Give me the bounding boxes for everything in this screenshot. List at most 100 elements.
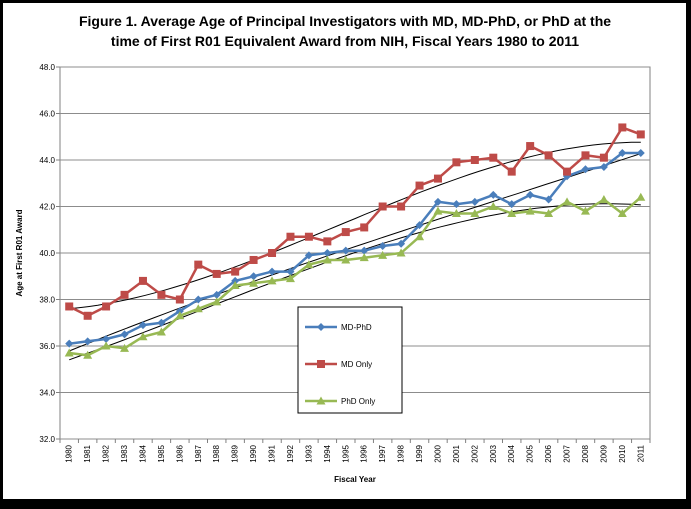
data-point-phd-only: [341, 255, 351, 264]
series-phd-only: [64, 192, 646, 359]
x-tick-label: 2005: [526, 444, 535, 462]
data-point-md-only: [636, 130, 645, 139]
trendline: [69, 203, 641, 361]
data-point-phd-only: [101, 341, 111, 350]
data-point-md-only: [286, 232, 295, 241]
data-point-phd-only: [64, 348, 74, 357]
data-point-md-only: [65, 302, 74, 311]
data-point-md-only: [581, 151, 590, 160]
legend-item-md-only: MD Only: [305, 360, 372, 369]
data-point-md-phd: [65, 339, 74, 348]
chart-title-line-2: time of First R01 Equivalent Award from …: [111, 33, 579, 49]
x-tick-label: 2011: [636, 444, 645, 462]
data-point-md-phd: [360, 246, 369, 255]
data-point-md-only: [618, 123, 627, 132]
x-tick-label: 1983: [120, 444, 129, 462]
data-point-phd-only: [451, 208, 461, 217]
y-tick-label: 44.0: [39, 156, 55, 165]
data-point-md-only: [341, 228, 350, 237]
data-point-phd-only: [580, 206, 590, 215]
data-point-md-phd: [249, 272, 258, 281]
x-tick-label: 2002: [470, 444, 479, 462]
data-point-md-phd: [581, 165, 590, 174]
x-tick-label: 2007: [563, 444, 572, 462]
legend-label: MD Only: [341, 360, 372, 369]
y-tick-label: 40.0: [39, 249, 55, 258]
data-point-phd-only: [304, 260, 314, 269]
data-point-md-only: [470, 156, 479, 164]
data-point-phd-only: [415, 232, 425, 241]
data-point-phd-only: [562, 197, 572, 206]
data-point-md-only: [212, 269, 221, 278]
x-tick-label: 2010: [618, 444, 627, 462]
data-point-md-phd: [138, 321, 147, 330]
data-point-md-only: [83, 311, 92, 320]
x-tick-label: 1982: [102, 444, 111, 462]
data-point-phd-only: [83, 350, 93, 359]
data-point-phd-only: [138, 332, 148, 341]
data-point-md-only: [397, 202, 406, 211]
data-point-phd-only: [249, 278, 259, 287]
x-tick-label: 1987: [194, 444, 203, 462]
legend-swatch-marker: [317, 360, 325, 368]
data-point-md-phd: [489, 190, 498, 199]
data-point-phd-only: [267, 276, 277, 285]
data-series: [64, 123, 646, 359]
data-point-md-phd: [599, 162, 608, 171]
data-point-md-only: [231, 267, 240, 276]
y-tick-label: 34.0: [39, 389, 55, 398]
y-axis-title: Age at First R01 Award: [15, 209, 24, 296]
x-tick-label: 1985: [157, 444, 166, 462]
x-tick-label: 1988: [212, 444, 221, 462]
data-point-md-only: [526, 142, 535, 151]
data-point-md-phd: [286, 267, 295, 276]
data-point-md-phd: [526, 190, 535, 199]
data-point-md-phd: [268, 267, 277, 276]
x-tick-label: 1981: [83, 444, 92, 462]
x-axis-tick-labels: 1980 1981 1982 1983 1984 1985 1986 1987 1988 1989…: [59, 439, 651, 463]
x-tick-label: 2009: [599, 444, 608, 462]
data-point-md-phd: [157, 318, 166, 327]
data-point-md-phd: [507, 200, 516, 209]
data-point-md-only: [599, 153, 608, 162]
x-tick-label: 1990: [249, 444, 258, 462]
data-point-md-only: [249, 255, 258, 264]
data-point-md-only: [378, 202, 387, 211]
x-tick-label: 2004: [507, 444, 516, 462]
data-point-phd-only: [193, 304, 203, 313]
data-point-md-phd: [323, 249, 332, 257]
data-point-md-only: [102, 302, 111, 311]
data-point-md-phd: [341, 246, 350, 255]
legend-items: MD-PhD MD Only PhD Only: [305, 323, 375, 406]
data-point-md-phd: [470, 197, 479, 206]
data-point-md-only: [120, 290, 129, 299]
y-tick-label: 42.0: [39, 203, 55, 212]
trendline: [69, 153, 641, 352]
x-tick-label: 1996: [360, 444, 369, 462]
data-point-md-phd: [415, 221, 424, 230]
y-tick-label: 32.0: [39, 435, 55, 444]
data-point-phd-only: [359, 253, 369, 262]
data-point-md-only: [433, 174, 442, 183]
data-point-phd-only: [433, 206, 443, 215]
x-tick-label: 2000: [433, 444, 442, 462]
y-tick-label: 38.0: [39, 296, 55, 305]
data-point-phd-only: [322, 255, 332, 264]
data-point-md-phd: [636, 149, 645, 158]
data-point-md-only: [194, 260, 203, 269]
x-tick-label: 1999: [415, 444, 424, 462]
data-point-phd-only: [120, 343, 130, 352]
data-point-md-only: [452, 158, 461, 167]
data-point-md-only: [138, 276, 147, 285]
data-point-phd-only: [285, 274, 295, 283]
x-tick-label: 1984: [138, 444, 147, 462]
y-tick-label: 48.0: [39, 63, 55, 72]
data-point-phd-only: [212, 297, 222, 306]
x-tick-label: 1997: [378, 444, 387, 462]
data-point-phd-only: [470, 208, 480, 217]
y-tick-label: 36.0: [39, 342, 55, 351]
data-point-md-only: [304, 232, 313, 241]
data-point-md-only: [415, 181, 424, 190]
data-point-phd-only: [599, 195, 609, 204]
